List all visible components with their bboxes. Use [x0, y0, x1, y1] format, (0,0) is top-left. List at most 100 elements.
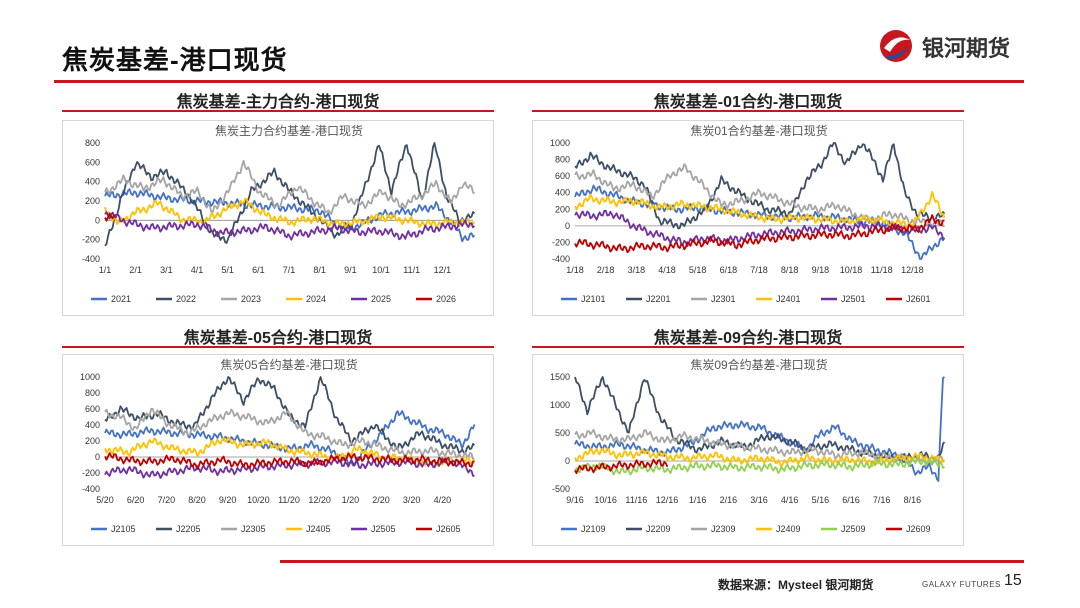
x-tick-label: 1/1	[99, 265, 112, 275]
x-tick-label: 9/20	[219, 495, 237, 505]
chart-title: 焦炭01合约基差-港口现货	[690, 123, 827, 138]
y-tick-label: 500	[555, 428, 570, 438]
series-line-J2305	[104, 407, 475, 461]
y-tick-label: -400	[82, 484, 100, 494]
x-tick-label: 10/18	[840, 265, 863, 275]
legend-label-J2601: J2601	[906, 294, 931, 304]
x-tick-label: 7/1	[283, 265, 296, 275]
x-tick-label: 8/20	[188, 495, 206, 505]
series-line-J2609	[574, 458, 669, 475]
y-tick-label: 0	[95, 452, 100, 462]
panel-title-j01: 焦炭基差-01合约-港口现货	[653, 94, 843, 111]
x-tick-label: 1/20	[342, 495, 360, 505]
chart-j05: 焦炭05合约基差-港口现货 1000 800 600 400 200 0 -200 -400 5/…	[62, 354, 494, 546]
panel-divider	[532, 346, 964, 348]
x-tick-label: 6/1	[252, 265, 265, 275]
x-tick-label: 8/16	[904, 495, 922, 505]
x-tick-label: 9/18	[812, 265, 830, 275]
panel-j05: 焦炭基差-05合约-港口现货 焦炭05合约基差-港口现货 1000 800 600 40…	[62, 324, 494, 548]
legend-label-J2109: J2109	[581, 524, 606, 534]
y-tick-label: 600	[85, 157, 100, 167]
legend-label-J2205: J2205	[176, 524, 201, 534]
x-tick-label: 5/1	[221, 265, 234, 275]
y-tick-label: 0	[95, 215, 100, 225]
x-tick-label: 10/1	[372, 265, 390, 275]
x-tick-label: 3/1	[160, 265, 173, 275]
y-tick-label: -400	[552, 254, 570, 264]
panel-title-j05: 焦炭基差-05合约-港口现货	[183, 330, 373, 347]
series-line-2025	[104, 211, 476, 241]
x-tick-label: 6/20	[127, 495, 145, 505]
x-tick-label: 1/18	[566, 265, 584, 275]
series-line-J2601	[574, 214, 945, 254]
legend-label-2022: 2022	[176, 294, 196, 304]
y-tick-label: 200	[85, 436, 100, 446]
y-tick-label: 0	[565, 456, 570, 466]
y-tick-label: 1500	[550, 372, 570, 382]
legend-label-J2409: J2409	[776, 524, 801, 534]
x-tick-label: 10/20	[247, 495, 270, 505]
legend-label-J2105: J2105	[111, 524, 136, 534]
x-tick-label: 3/20	[403, 495, 421, 505]
y-tick-label: 400	[85, 177, 100, 187]
legend-label-J2305: J2305	[241, 524, 266, 534]
x-tick-label: 1/16	[689, 495, 707, 505]
y-tick-label: -400	[82, 254, 100, 264]
page-title: 焦炭基差-港口现货	[62, 45, 288, 75]
series-line-J2309	[574, 428, 945, 466]
y-tick-label: 800	[85, 138, 100, 148]
series-line-J2409	[574, 447, 946, 468]
x-tick-label: 11/20	[278, 495, 300, 505]
x-tick-label: 3/18	[628, 265, 646, 275]
legend-label-2023: 2023	[241, 294, 261, 304]
y-tick-label: 600	[85, 404, 100, 414]
x-tick-label: 5/18	[689, 265, 707, 275]
legend-label-2026: 2026	[436, 294, 456, 304]
legend-label-2024: 2024	[306, 294, 326, 304]
y-tick-label: -200	[82, 235, 100, 245]
legend-label-J2301: J2301	[711, 294, 736, 304]
chart-j09: 焦炭09合约基差-港口现货 1500 1000 500 0 -500 9/16 10/16 11…	[532, 354, 964, 546]
y-tick-label: 400	[85, 420, 100, 430]
x-tick-label: 12/20	[308, 495, 331, 505]
panel-title-main: 焦炭基差-主力合约-港口现货	[176, 94, 380, 111]
x-tick-label: 3/16	[750, 495, 768, 505]
x-tick-label: 4/16	[781, 495, 799, 505]
panel-divider	[62, 346, 494, 348]
y-tick-label: 800	[85, 388, 100, 398]
panel-divider	[532, 110, 964, 112]
y-tick-label: 400	[555, 188, 570, 198]
legend-label-2025: 2025	[371, 294, 391, 304]
series-line-J2605	[104, 452, 475, 470]
legend-label-J2505: J2505	[371, 524, 396, 534]
y-tick-label: 1000	[80, 372, 100, 382]
chart-title: 焦炭09合约基差-港口现货	[690, 357, 827, 372]
legend-label-J2501: J2501	[841, 294, 866, 304]
x-tick-label: 8/1	[313, 265, 326, 275]
x-tick-label: 2/18	[597, 265, 615, 275]
x-tick-label: 9/1	[344, 265, 357, 275]
legend-label-J2101: J2101	[581, 294, 606, 304]
chart-svg: 焦炭05合约基差-港口现货 1000 800 600 400 200 0 -200 -4005/…	[80, 357, 476, 534]
chart-title: 焦炭05合约基差-港口现货	[220, 357, 357, 372]
panel-divider	[62, 110, 494, 112]
chart-svg: 焦炭01合约基差-港口现货 1000 800 600 400 200 0 -200 -4001/…	[550, 123, 946, 304]
x-tick-label: 11/18	[871, 265, 893, 275]
x-tick-label: 6/18	[720, 265, 738, 275]
legend-label-J2405: J2405	[306, 524, 331, 534]
legend-label-J2201: J2201	[646, 294, 671, 304]
series-line-2024	[104, 197, 476, 229]
panel-j09: 焦炭基差-09合约-港口现货 焦炭09合约基差-港口现货 1500 1000 500 0…	[532, 324, 964, 548]
series-line-J2105	[104, 410, 476, 467]
x-tick-label: 5/16	[812, 495, 830, 505]
x-tick-label: 4/20	[434, 495, 452, 505]
y-tick-label: 1000	[550, 138, 570, 148]
footer-brand: GALAXY FUTURES	[922, 580, 1001, 589]
y-tick-label: 0	[565, 221, 570, 231]
chart-j01: 焦炭01合约基差-港口现货 1000 800 600 400 200 0 -200 -400 1/…	[532, 120, 964, 316]
x-tick-label: 12/1	[434, 265, 452, 275]
y-tick-label: 800	[555, 155, 570, 165]
x-tick-label: 10/16	[594, 495, 617, 505]
y-tick-label: -200	[552, 237, 570, 247]
